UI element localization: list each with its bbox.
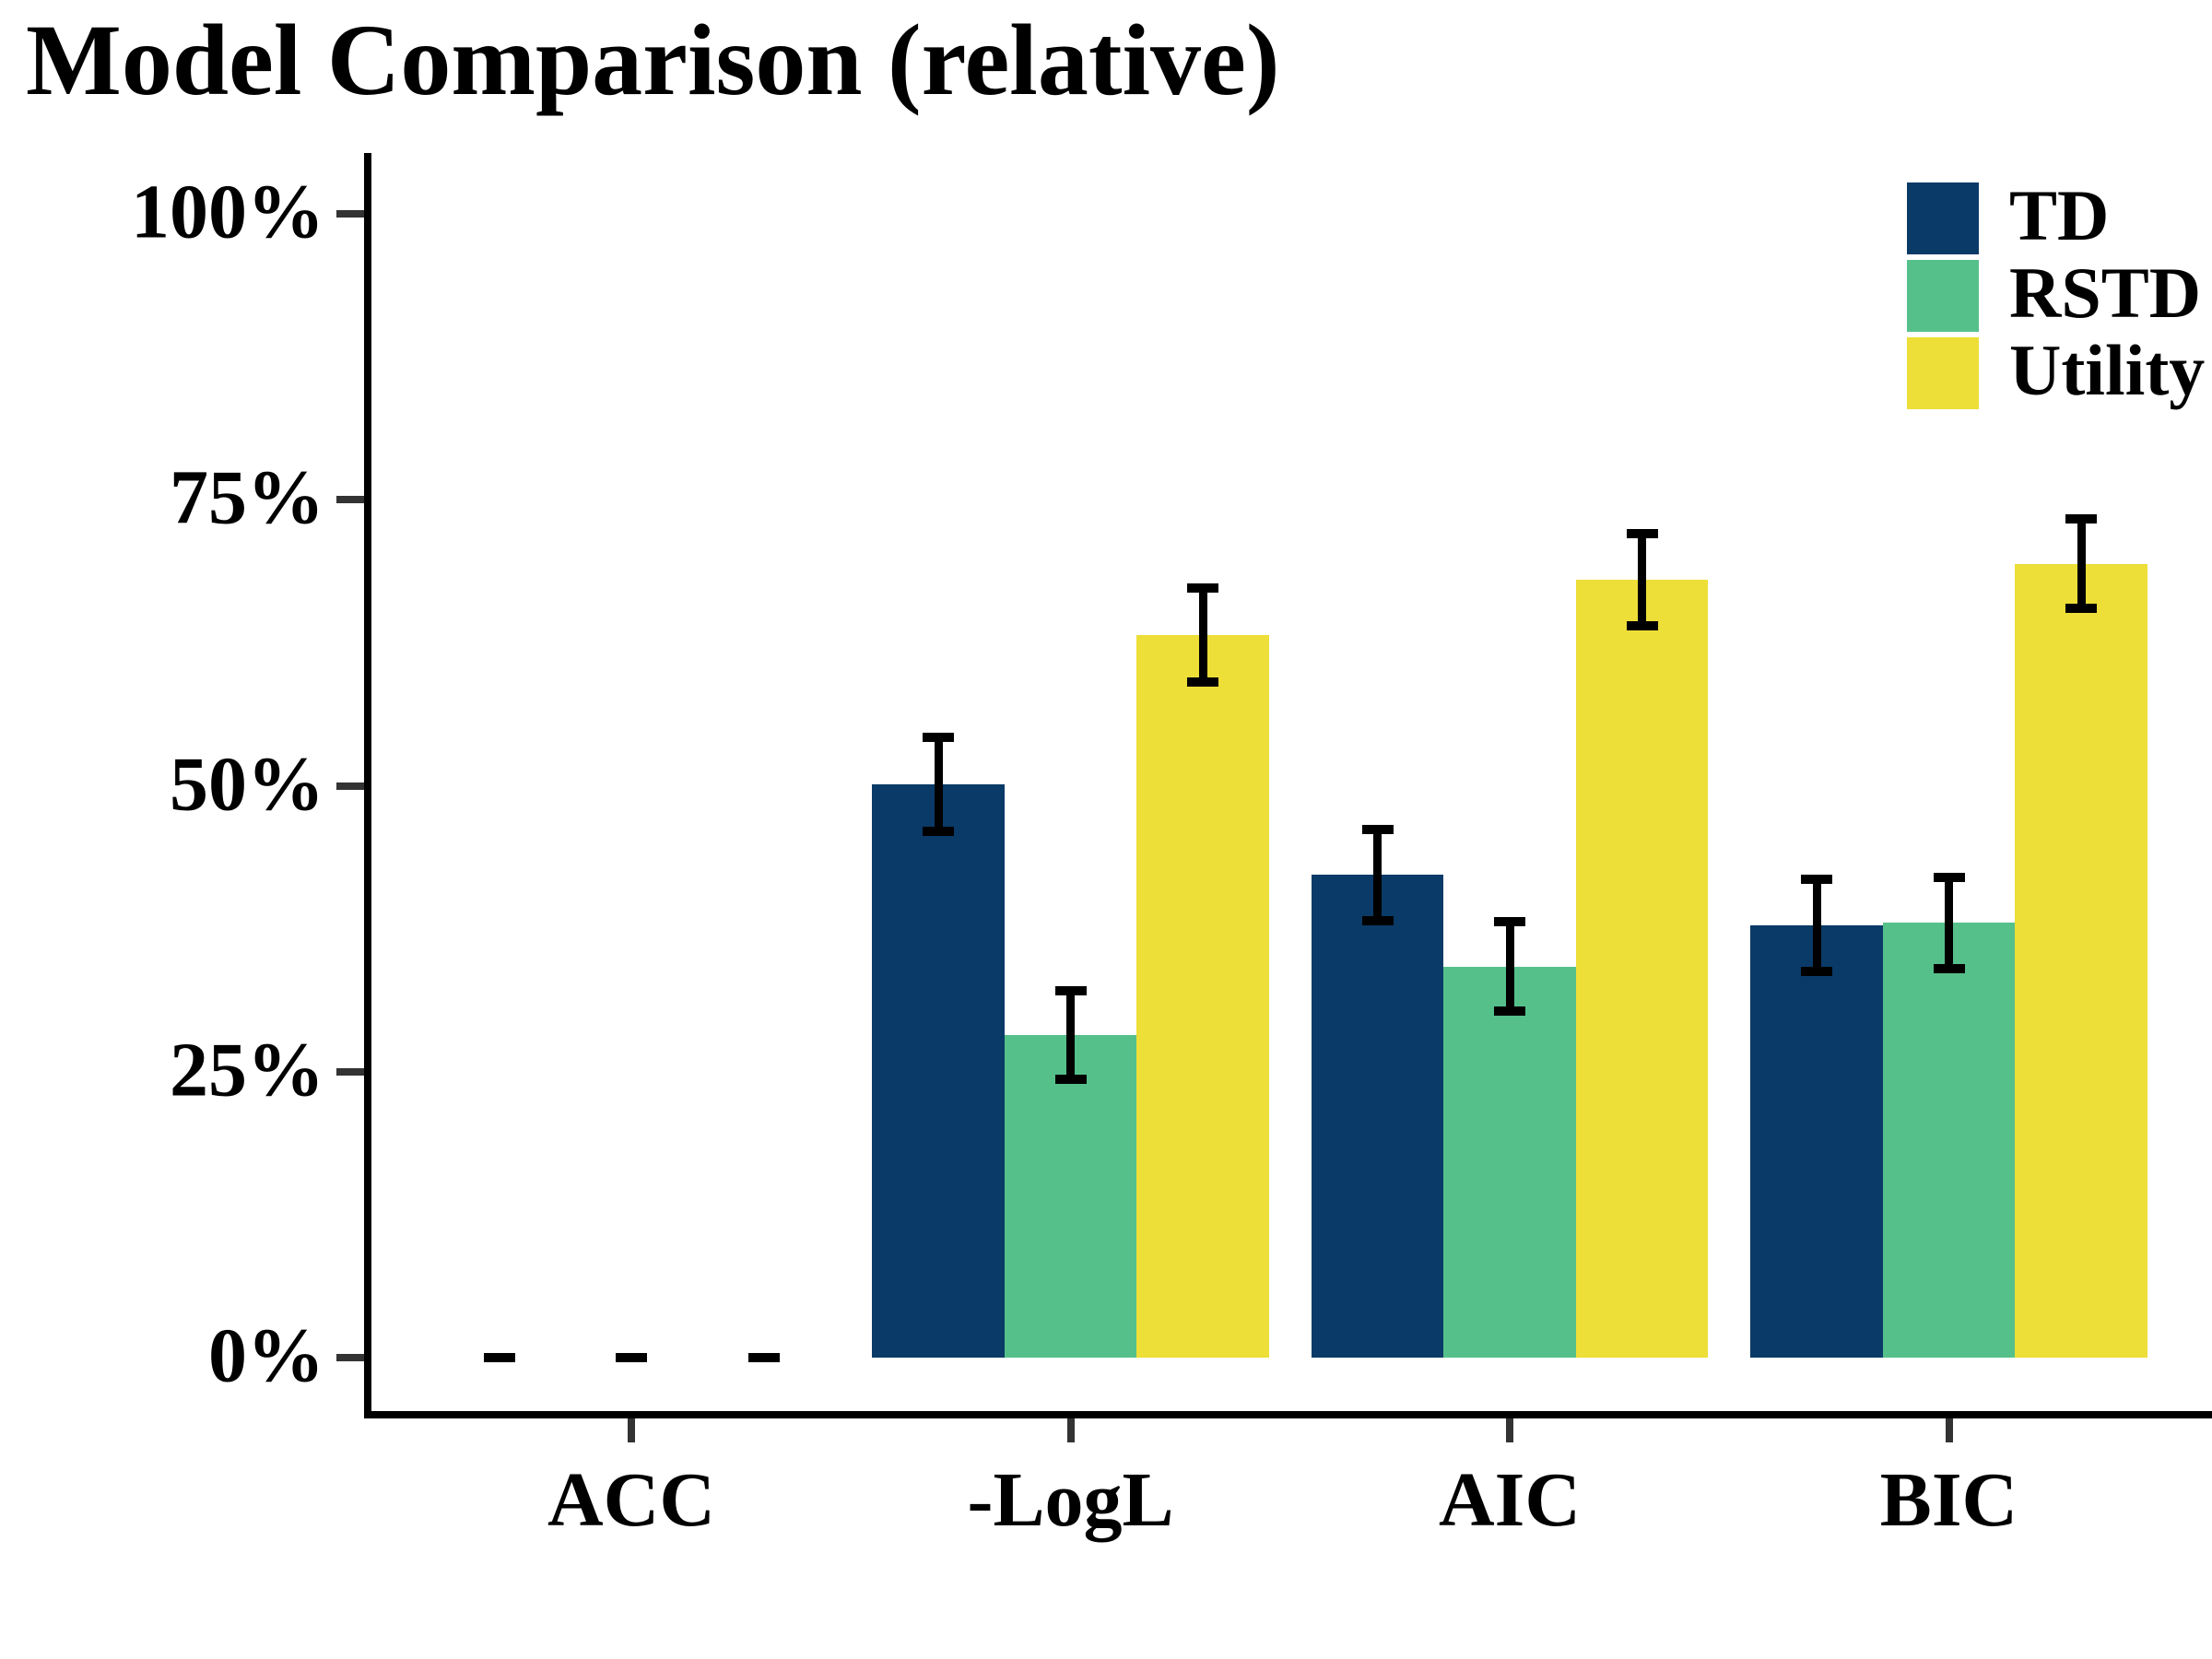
errorbar-td-aic-line [1373, 829, 1382, 921]
chart-title: Model Comparison (relative) [26, 4, 1280, 116]
x-tick-bic [1945, 1418, 1953, 1442]
errorbar-rstd-aic-cap-bottom [1494, 1006, 1525, 1016]
y-tick-25 [336, 1067, 364, 1076]
bar-rstd--logl [1004, 1035, 1137, 1358]
x-axis-line [364, 1411, 2212, 1418]
bar-rstd-aic [1443, 966, 1576, 1358]
errorbar-rstd-bic-line [1945, 877, 1953, 970]
errorbar-td-bic-line [1812, 879, 1821, 971]
errorbar-utility--logl-cap-bottom [1187, 677, 1218, 687]
x-tick-label--logl: -LogL [967, 1457, 1174, 1543]
x-tick-label-bic: BIC [1879, 1457, 2018, 1543]
bar-td--logl [872, 784, 1005, 1358]
errorbar-utility-bic-cap-top [2065, 514, 2097, 524]
errorbar-utility-bic-cap-bottom [2065, 604, 2097, 614]
errorbar-rstd-bic-cap-top [1933, 872, 1965, 882]
legend-swatch-utility [1907, 337, 1979, 409]
errorbar-rstd-acc-cap-top [616, 1353, 647, 1362]
y-tick-0 [336, 1354, 364, 1361]
y-tick-label-0: 0% [208, 1312, 324, 1399]
y-tick-label-100: 100% [131, 169, 324, 255]
y-tick-100 [336, 210, 364, 218]
errorbar-rstd--logl-cap-top [1054, 985, 1087, 995]
bar-utility-bic [2015, 563, 2147, 1358]
errorbar-td-aic-cap-bottom [1361, 915, 1394, 925]
errorbar-utility--logl-line [1198, 587, 1207, 682]
y-tick-label-25: 25% [170, 1027, 324, 1113]
x-tick-aic [1506, 1418, 1513, 1442]
y-axis-line [364, 153, 371, 1418]
errorbar-rstd-aic-cap-top [1494, 917, 1525, 927]
errorbar-rstd-bic-cap-bottom [1933, 964, 1965, 974]
errorbar-rstd-aic-line [1505, 922, 1514, 1011]
bar-td-bic [1750, 924, 1883, 1358]
legend-label-rstd: RSTD [2009, 252, 2202, 333]
errorbar-td--logl-line [934, 737, 943, 832]
errorbar-utility-aic-cap-bottom [1626, 620, 1658, 630]
bar-td-aic [1311, 875, 1444, 1358]
legend-swatch-td [1907, 182, 1979, 254]
errorbar-td--logl-cap-bottom [923, 827, 954, 837]
x-tick-acc [628, 1418, 635, 1442]
y-tick-75 [336, 496, 364, 504]
bar-utility-aic [1575, 580, 1709, 1358]
errorbar-td--logl-cap-top [923, 733, 954, 743]
errorbar-rstd--logl-cap-bottom [1054, 1075, 1087, 1085]
errorbar-utility-bic-line [2077, 519, 2086, 609]
errorbar-utility-aic-line [1638, 534, 1646, 626]
y-tick-50 [336, 782, 364, 790]
errorbar-utility-aic-cap-top [1626, 529, 1658, 539]
legend-swatch-rstd [1907, 260, 1979, 332]
errorbar-td-bic-cap-top [1801, 875, 1832, 885]
errorbar-utility--logl-cap-top [1187, 582, 1218, 593]
y-tick-label-75: 75% [170, 454, 324, 541]
x-tick-label-aic: AIC [1438, 1457, 1582, 1543]
bar-utility--logl [1136, 634, 1269, 1358]
errorbar-td-acc-cap-top [483, 1353, 515, 1362]
legend-label-td: TD [2009, 174, 2110, 255]
bar-rstd-bic [1882, 923, 2016, 1358]
errorbar-td-aic-cap-top [1361, 824, 1394, 834]
legend-label-utility: Utility [2009, 329, 2206, 410]
x-tick-label-acc: ACC [547, 1457, 715, 1543]
x-tick--logl [1066, 1418, 1075, 1442]
y-tick-label-50: 50% [170, 740, 324, 827]
errorbar-td-bic-cap-bottom [1801, 966, 1832, 976]
errorbar-rstd--logl-line [1066, 990, 1075, 1080]
errorbar-utility-acc-cap-top [747, 1353, 780, 1362]
